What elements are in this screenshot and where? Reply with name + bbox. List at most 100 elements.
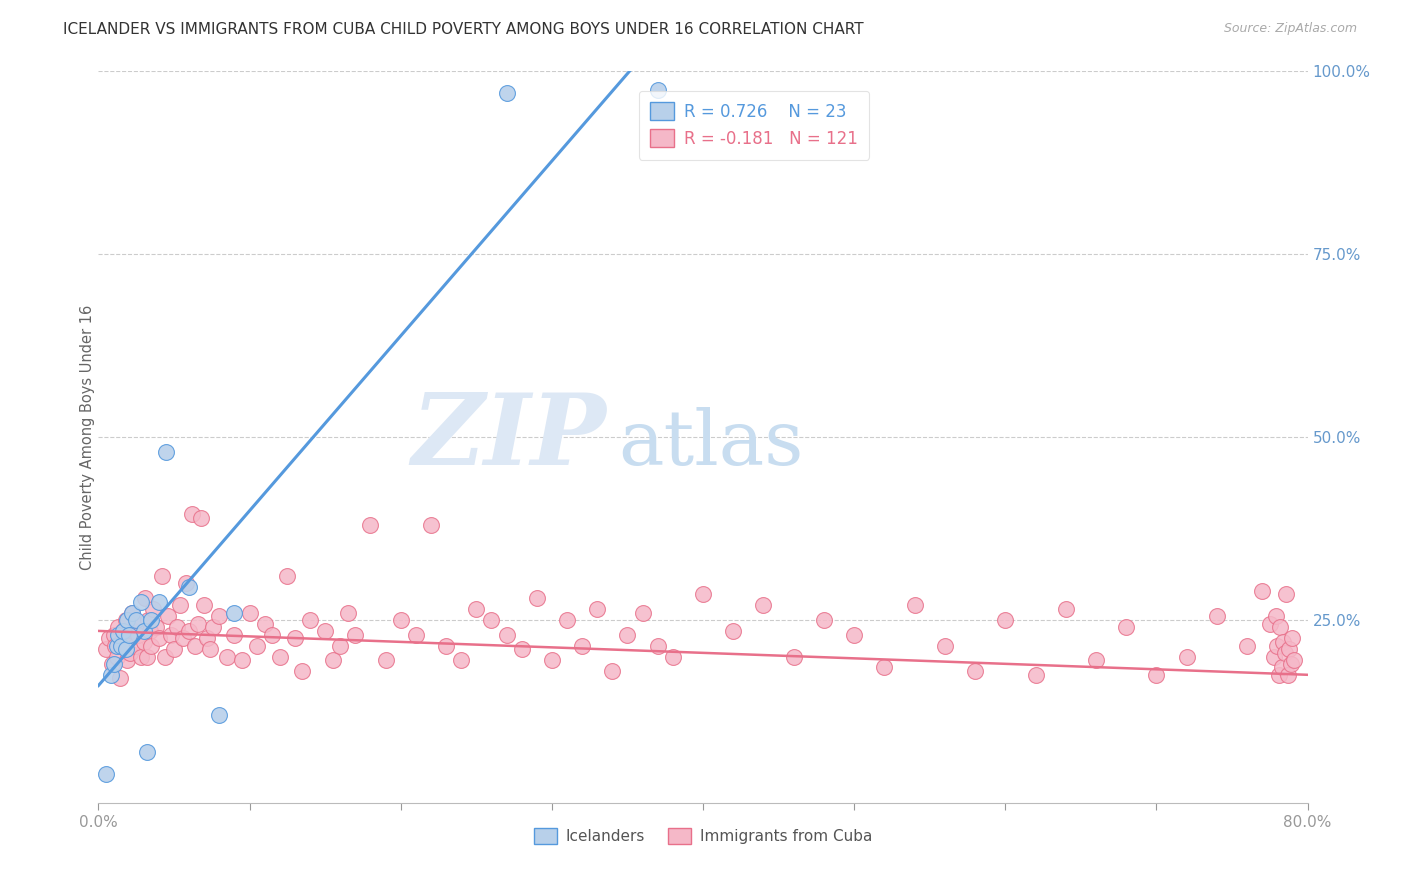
Point <box>105 639 128 653</box>
Point <box>555 613 578 627</box>
Point <box>1258 616 1281 631</box>
Point <box>108 672 131 686</box>
Point <box>1175 649 1198 664</box>
Point <box>193 599 215 613</box>
Point <box>420 517 443 532</box>
Point <box>190 510 212 524</box>
Point <box>616 627 638 641</box>
Point <box>169 599 191 613</box>
Point <box>114 642 136 657</box>
Point <box>1282 653 1305 667</box>
Point <box>125 613 148 627</box>
Point <box>239 606 262 620</box>
Point <box>647 83 669 97</box>
Point <box>495 627 517 641</box>
Point <box>181 507 204 521</box>
Point <box>752 599 775 613</box>
Point <box>360 517 382 532</box>
Point <box>904 599 927 613</box>
Point <box>571 639 593 653</box>
Point <box>124 639 146 653</box>
Point <box>253 616 276 631</box>
Point <box>1264 609 1286 624</box>
Point <box>129 649 152 664</box>
Point <box>156 609 179 624</box>
Point <box>465 602 488 616</box>
Point <box>1277 667 1299 681</box>
Point <box>202 620 225 634</box>
Point <box>118 632 141 646</box>
Point <box>495 87 517 101</box>
Point <box>1278 642 1301 657</box>
Point <box>322 653 344 667</box>
Point <box>141 639 163 653</box>
Point <box>374 653 396 667</box>
Point <box>314 624 336 638</box>
Point <box>114 613 136 627</box>
Point <box>1144 667 1167 681</box>
Point <box>187 616 209 631</box>
Point <box>122 624 145 638</box>
Point <box>94 642 117 657</box>
Point <box>135 745 157 759</box>
Point <box>1115 620 1137 634</box>
Point <box>1275 587 1298 601</box>
Point <box>269 649 291 664</box>
Point <box>450 653 472 667</box>
Point <box>174 576 197 591</box>
Point <box>121 606 143 620</box>
Point <box>125 616 148 631</box>
Point <box>100 667 122 681</box>
Point <box>134 591 156 605</box>
Point <box>965 664 987 678</box>
Point <box>224 606 246 620</box>
Point <box>142 602 165 616</box>
Point <box>602 664 624 678</box>
Point <box>172 632 194 646</box>
Point <box>208 708 231 723</box>
Point <box>1236 639 1258 653</box>
Point <box>405 627 427 641</box>
Point <box>934 639 956 653</box>
Point <box>163 642 186 657</box>
Point <box>110 635 132 649</box>
Point <box>1272 635 1295 649</box>
Point <box>224 627 246 641</box>
Point <box>1279 657 1302 671</box>
Point <box>291 664 314 678</box>
Point <box>115 613 138 627</box>
Point <box>107 620 129 634</box>
Point <box>1054 602 1077 616</box>
Point <box>135 649 157 664</box>
Point <box>246 639 269 653</box>
Point <box>336 606 359 620</box>
Point <box>103 627 125 641</box>
Point <box>111 624 134 638</box>
Point <box>434 639 457 653</box>
Point <box>118 627 141 641</box>
Point <box>231 653 253 667</box>
Point <box>132 635 155 649</box>
Point <box>1271 660 1294 674</box>
Point <box>994 613 1017 627</box>
Point <box>631 606 654 620</box>
Point <box>299 613 322 627</box>
Point <box>783 649 806 664</box>
Point <box>155 444 177 458</box>
Point <box>148 594 170 608</box>
Point <box>215 649 238 664</box>
Point <box>195 632 218 646</box>
Point <box>111 624 134 638</box>
Point <box>647 639 669 653</box>
Point <box>148 632 170 646</box>
Text: ICELANDER VS IMMIGRANTS FROM CUBA CHILD POVERTY AMONG BOYS UNDER 16 CORRELATION : ICELANDER VS IMMIGRANTS FROM CUBA CHILD … <box>63 22 863 37</box>
Point <box>200 642 222 657</box>
Y-axis label: Child Poverty Among Boys Under 16: Child Poverty Among Boys Under 16 <box>80 304 94 570</box>
Point <box>481 613 503 627</box>
Text: ZIP: ZIP <box>412 389 606 485</box>
Point <box>103 657 125 671</box>
Point <box>184 639 207 653</box>
Point <box>1251 583 1274 598</box>
Point <box>540 653 562 667</box>
Point <box>110 639 132 653</box>
